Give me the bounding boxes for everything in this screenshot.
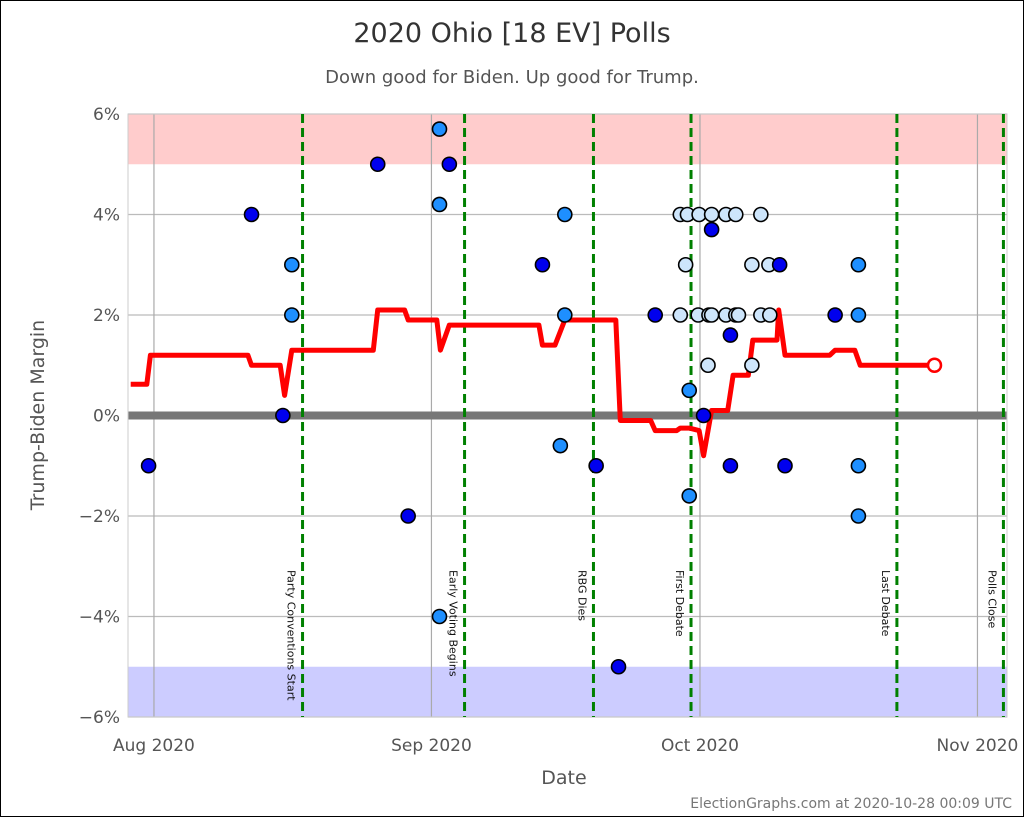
event-label: RBG Dies: [575, 570, 588, 621]
poll-point: [243, 206, 260, 223]
x-tick-label: Aug 2020: [113, 736, 195, 756]
chart-subtitle: Down good for Biden. Up good for Trump.: [325, 67, 699, 88]
poll-point: [588, 457, 604, 474]
poll-point: [431, 121, 448, 137]
y-tick-label: −2%: [79, 507, 120, 527]
poll-point: [850, 307, 867, 323]
poll-point: [681, 488, 698, 504]
y-tick-label: 2%: [93, 306, 120, 326]
y-axis-label: Trump-Biden Margin: [27, 320, 49, 511]
poll-point: [730, 307, 747, 323]
footer-credit: ElectionGraphs.com at 2020-10-28 00:09 U…: [690, 796, 1012, 812]
poll-point: [850, 457, 867, 474]
band-0: [128, 114, 1007, 165]
poll-point: [431, 196, 448, 213]
poll-point: [681, 382, 698, 399]
event-label: Party Conventions Start: [285, 570, 298, 701]
poll-point: [700, 357, 716, 374]
poll-point: [744, 357, 760, 374]
poll-point: [284, 307, 300, 323]
poll-point: [727, 206, 744, 223]
event-label: Early Voting Begins: [447, 570, 460, 677]
poll-point: [771, 256, 788, 273]
poll-point: [703, 206, 720, 223]
y-tick-label: −4%: [79, 608, 120, 628]
x-tick-label: Nov 2020: [937, 736, 1019, 756]
poll-point: [369, 156, 386, 173]
band-1: [128, 666, 1007, 717]
event-label: Polls Close: [985, 570, 998, 629]
poll-point: [431, 608, 448, 625]
poll-point: [275, 407, 291, 424]
x-axis-label: Date: [541, 767, 586, 789]
chart-title: 2020 Ohio [18 EV] Polls: [353, 18, 670, 49]
poll-point: [777, 457, 793, 474]
poll-point: [441, 156, 458, 173]
poll-point: [552, 437, 569, 454]
x-tick-label: Sep 2020: [391, 736, 472, 756]
poll-point: [284, 256, 300, 273]
poll-point: [753, 206, 769, 223]
average-endpoint: [926, 357, 943, 373]
poll-point: [761, 307, 778, 323]
plot-border: [127, 113, 1008, 718]
y-tick-label: 4%: [93, 206, 120, 226]
average-line: [130, 307, 935, 459]
poll-point: [534, 256, 551, 273]
poll-point: [677, 256, 694, 273]
poll-point: [647, 307, 664, 323]
poll-point: [722, 457, 739, 474]
poll-point: [703, 307, 720, 323]
y-tick-label: 0%: [93, 407, 120, 427]
poll-point: [557, 307, 573, 323]
poll-point: [744, 256, 760, 273]
poll-point: [703, 221, 720, 238]
y-tick-label: −6%: [79, 708, 120, 728]
event-label: Last Debate: [879, 570, 892, 637]
poll-point: [827, 307, 843, 323]
poll-point: [557, 206, 573, 223]
poll-point: [140, 457, 157, 474]
poll-point: [610, 658, 627, 675]
poll-point: [400, 508, 416, 524]
poll-point: [672, 307, 689, 323]
y-tick-label: 6%: [93, 105, 120, 125]
x-tick-label: Oct 2020: [661, 736, 739, 756]
poll-point: [850, 256, 867, 273]
poll-point: [850, 508, 867, 524]
event-label: First Debate: [673, 570, 686, 637]
poll-point: [695, 407, 712, 424]
poll-point: [722, 327, 739, 343]
